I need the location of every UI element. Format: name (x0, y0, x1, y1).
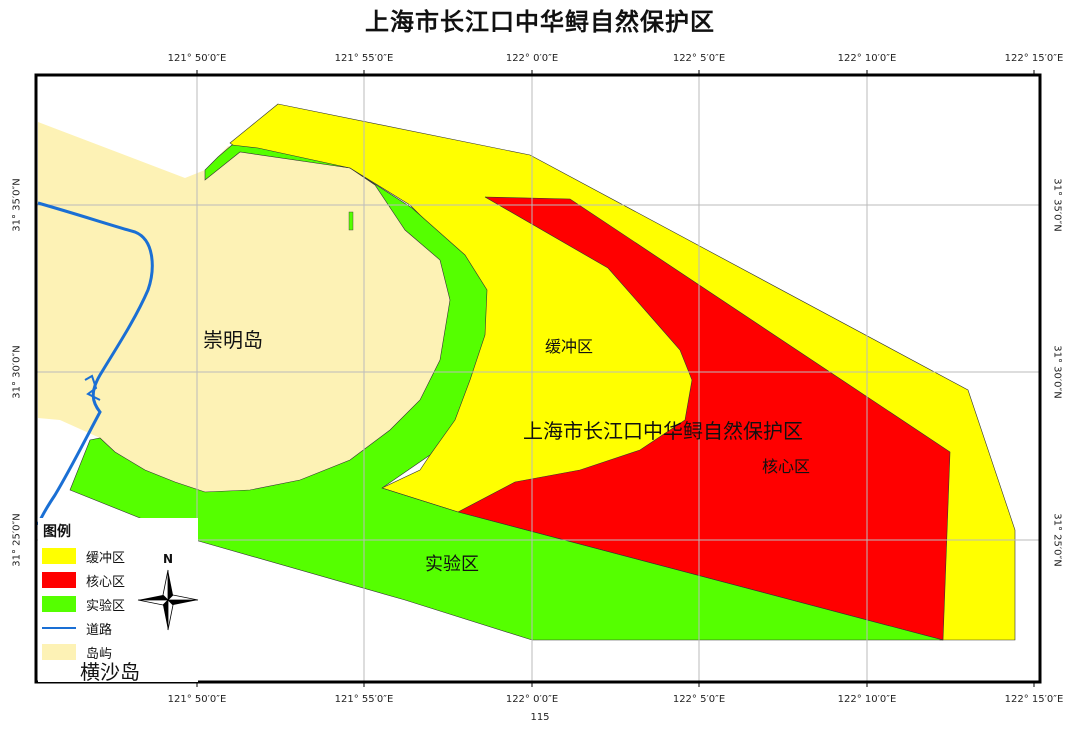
legend-item-buffer: 缓冲区 (42, 546, 125, 566)
lat-tick-left-1: 31° 35′0″N (11, 178, 23, 232)
legend-line-road (42, 627, 76, 629)
lat-tick-right-3: 31° 25′0″N (1051, 513, 1063, 567)
experiment-zone (69, 144, 944, 641)
lon-tick-bottom-1: 121° 50′0″E (167, 694, 227, 705)
lon-tick-top-1: 121° 50′0″E (167, 53, 227, 64)
legend: 图例 缓冲区 核心区 实验区 道路 岛屿 (38, 518, 198, 683)
core-zone-label: 核心区 (762, 457, 811, 476)
legend-label-core: 核心区 (86, 574, 126, 590)
legend-label-road: 道路 (86, 622, 113, 638)
lat-tick-left-3: 31° 25′0″N (11, 513, 23, 567)
reserve-label: 上海市长江口中华鲟自然保护区 (523, 419, 803, 443)
legend-title: 图例 (43, 524, 71, 540)
hengsha-label: 横沙岛 (80, 660, 140, 684)
lat-tick-right-2: 31° 30′0″N (1051, 345, 1063, 399)
north-arrow-icon (137, 569, 199, 631)
lat-tick-right-1: 31° 35′0″N (1051, 178, 1063, 232)
legend-item-experiment: 实验区 (42, 594, 125, 614)
map-frame (34, 73, 1042, 684)
lon-tick-top-4: 122° 5′0″E (672, 53, 726, 64)
lon-tick-bottom-5: 122° 10′0″E (837, 694, 897, 705)
lon-tick-bottom-2: 121° 55′0″E (334, 694, 394, 705)
lon-tick-top-3: 122° 0′0″E (505, 53, 559, 64)
legend-item-island: 岛屿 (42, 642, 112, 662)
chongming-island (38, 122, 450, 492)
lon-tick-bottom-3: 122° 0′0″E (505, 694, 559, 705)
buffer-zone-label: 缓冲区 (545, 337, 594, 356)
chongming-label: 崇明岛 (203, 328, 263, 352)
legend-item-core: 核心区 (42, 570, 125, 590)
legend-swatch-buffer (42, 548, 76, 564)
lon-tick-top-5: 122° 10′0″E (837, 53, 897, 64)
legend-label-island: 岛屿 (86, 646, 113, 662)
legend-label-buffer: 缓冲区 (86, 550, 126, 566)
legend-swatch-core (42, 572, 76, 588)
north-label: N (163, 552, 174, 566)
road-line (36, 201, 154, 526)
lon-tick-bottom-6: 122° 15′0″E (1004, 694, 1064, 705)
lon-tick-top-2: 121° 55′0″E (334, 53, 394, 64)
lon-tick-bottom-4: 122° 5′0″E (672, 694, 726, 705)
legend-item-road: 道路 (42, 618, 112, 638)
experiment-zone-label: 实验区 (425, 554, 479, 575)
map-title: 上海市长江口中华鲟自然保护区 (365, 8, 715, 36)
core-zone (457, 196, 951, 641)
legend-swatch-experiment (42, 596, 76, 612)
legend-swatch-island (42, 644, 76, 660)
lat-tick-left-2: 31° 30′0″N (11, 345, 23, 399)
lon-tick-top-6: 122° 15′0″E (1004, 53, 1064, 64)
legend-label-experiment: 实验区 (86, 598, 126, 614)
page-number: 115 (530, 712, 550, 723)
